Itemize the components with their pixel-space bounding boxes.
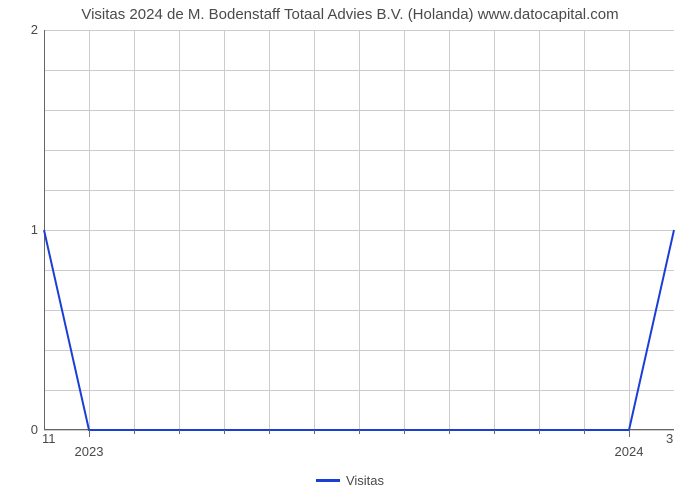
legend-swatch <box>316 479 340 482</box>
corner-label-bottom-left: 11 <box>42 431 56 446</box>
x-minor-tick <box>449 430 450 434</box>
x-minor-tick <box>314 430 315 434</box>
series-line <box>44 230 674 430</box>
plot-area <box>44 30 674 430</box>
x-minor-tick <box>359 430 360 434</box>
legend-label: Visitas <box>346 473 384 488</box>
x-minor-tick <box>404 430 405 434</box>
x-minor-tick <box>269 430 270 434</box>
chart-container: { "chart": { "type": "line", "title": "V… <box>0 0 700 500</box>
x-tick-mark <box>629 430 630 437</box>
x-tick-label: 2024 <box>599 444 659 459</box>
y-tick-label: 1 <box>14 222 38 237</box>
x-minor-tick <box>179 430 180 434</box>
legend: Visitas <box>0 472 700 488</box>
line-layer <box>44 30 674 430</box>
corner-label-bottom-right: 3 <box>666 431 673 446</box>
y-tick-label: 0 <box>14 422 38 437</box>
x-minor-tick <box>134 430 135 434</box>
x-minor-tick <box>584 430 585 434</box>
y-tick-label: 2 <box>14 22 38 37</box>
x-tick-label: 2023 <box>59 444 119 459</box>
chart-title: Visitas 2024 de M. Bodenstaff Totaal Adv… <box>0 6 700 23</box>
x-minor-tick <box>224 430 225 434</box>
x-minor-tick <box>494 430 495 434</box>
x-minor-tick <box>539 430 540 434</box>
x-tick-mark <box>89 430 90 437</box>
